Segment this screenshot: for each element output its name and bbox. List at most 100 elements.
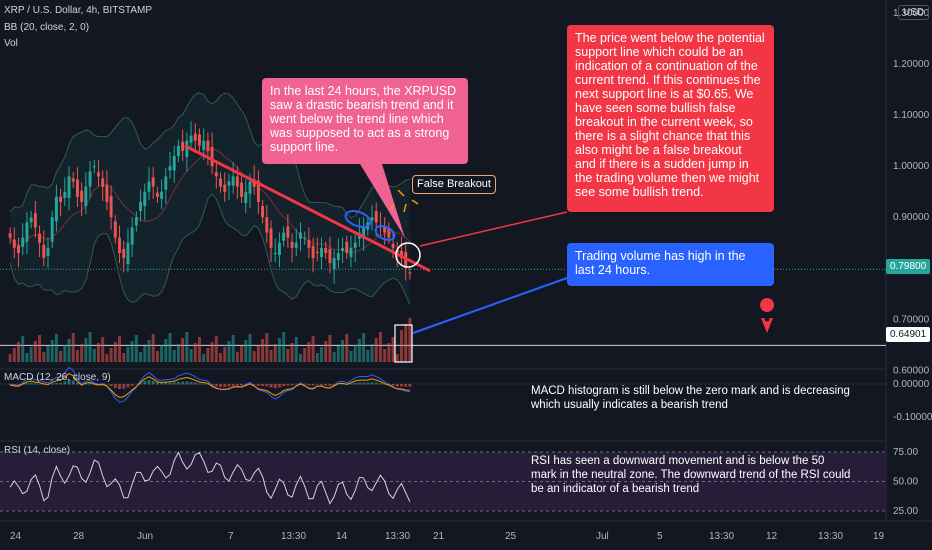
rsi-pane: 75.00 50.00 25.00 [0, 447, 918, 517]
volume-bar [38, 335, 42, 362]
price-tick-label: 1.10000 [893, 110, 930, 121]
candle-body [97, 172, 100, 177]
macd-histogram-bar [88, 382, 92, 385]
candle-body [223, 184, 227, 192]
currency-button[interactable]: USD [898, 5, 930, 20]
volume-bar [118, 336, 121, 362]
macd-histogram-bar [109, 384, 113, 387]
macd-histogram-bar [172, 382, 176, 385]
candle-body [113, 221, 117, 238]
macd-histogram-bar [370, 382, 374, 385]
candle-body [391, 243, 395, 248]
candle-body [151, 177, 155, 187]
candle-body [164, 176, 168, 190]
blue-callout: Trading volume has high in the last 24 h… [567, 243, 774, 286]
candle-body [332, 258, 336, 270]
bb-upper [9, 92, 411, 219]
macd-histogram-bar [139, 382, 143, 385]
candle-body [59, 196, 63, 202]
macd-histogram-bar [168, 382, 172, 385]
volume-bar [248, 334, 252, 362]
candle-body [75, 179, 79, 197]
volume-bar [202, 354, 206, 362]
price-tick-label: 1.20000 [893, 59, 930, 70]
candle-body [202, 140, 206, 150]
burst-mark [389, 203, 395, 211]
volume-bar [286, 349, 290, 362]
price-axis: 1.300001.200001.100001.000000.900000.800… [893, 8, 930, 376]
candle-body [29, 217, 33, 223]
vol-legend[interactable]: Vol [4, 38, 18, 49]
time-tick-label: 21 [433, 531, 445, 542]
volume-bar [332, 352, 336, 362]
candle-body [122, 248, 126, 259]
volume-bar [185, 332, 189, 362]
macd-histogram-bar [67, 379, 71, 385]
volume-bar [122, 353, 126, 362]
volume-bar [17, 342, 20, 362]
symbol-title[interactable]: XRP / U.S. Dollar, 4h, BITSTAMP [4, 5, 153, 16]
volume-bar [353, 345, 357, 362]
trend-line [184, 144, 431, 273]
volume-bar [54, 334, 58, 362]
volume-bar [223, 347, 227, 362]
volume-bar [42, 352, 46, 362]
macd-histogram-bar [63, 381, 67, 385]
candle-body [387, 228, 391, 238]
volume-bar [50, 340, 54, 362]
candle-body [349, 247, 353, 258]
macd-histogram-bar [206, 384, 210, 385]
burst-mark [411, 199, 419, 205]
bb-fill [10, 92, 410, 305]
macd-histogram-bar [395, 384, 399, 387]
macd-histogram-bar [294, 383, 298, 385]
burst-mark [397, 189, 405, 197]
candle-body [240, 182, 244, 197]
candle-body [206, 140, 210, 151]
volume-bar [25, 353, 29, 362]
macd-histogram-bar [353, 382, 357, 385]
time-tick-label: 5 [657, 531, 663, 542]
volume-bar [273, 344, 277, 362]
rsi-tick-label: 75.00 [893, 447, 918, 458]
volume-bar [109, 348, 113, 362]
volume-bar [374, 338, 378, 362]
macd-histogram-bar [261, 384, 265, 387]
volume-bar [357, 339, 361, 362]
candle-body [12, 239, 16, 248]
candle-body [315, 251, 319, 253]
volume-bar [345, 334, 349, 362]
volume-bar [391, 337, 395, 362]
pink-callout: In the last 24 hours, the XRPUSD saw a d… [262, 78, 468, 164]
bb-legend[interactable]: BB (20, close, 2, 0) [4, 22, 90, 33]
signal-line [9, 373, 410, 398]
volume-bar [75, 350, 79, 362]
time-tick-label: Jun [137, 531, 153, 542]
candle-body [46, 247, 50, 257]
macd-histogram-bar [122, 384, 126, 389]
macd-histogram-bar [155, 382, 159, 385]
candle-body [404, 251, 408, 269]
candle-body [109, 195, 113, 218]
macd-line [9, 366, 410, 403]
volume-bar [336, 346, 340, 362]
macd-histogram-bar [71, 380, 75, 385]
volume-bar [261, 339, 265, 362]
candle-body [101, 178, 105, 187]
macd-histogram-bar [252, 384, 256, 385]
volume-bar [21, 336, 25, 362]
volume-bar [59, 351, 63, 362]
candle-body [273, 252, 277, 254]
volume-bar [71, 333, 75, 362]
macd-histogram-bar [303, 383, 307, 385]
macd-histogram-bar [404, 384, 408, 387]
volume-bar [227, 341, 231, 362]
macd-histogram-bar [118, 384, 121, 390]
macd-histogram-bar [357, 382, 361, 385]
volume-bar [362, 333, 366, 362]
candle-body [265, 217, 269, 233]
macd-legend[interactable]: MACD (12, 26, close, 9) [4, 372, 111, 383]
candle-body [67, 176, 71, 198]
rsi-legend[interactable]: RSI (14, close) [4, 445, 71, 456]
